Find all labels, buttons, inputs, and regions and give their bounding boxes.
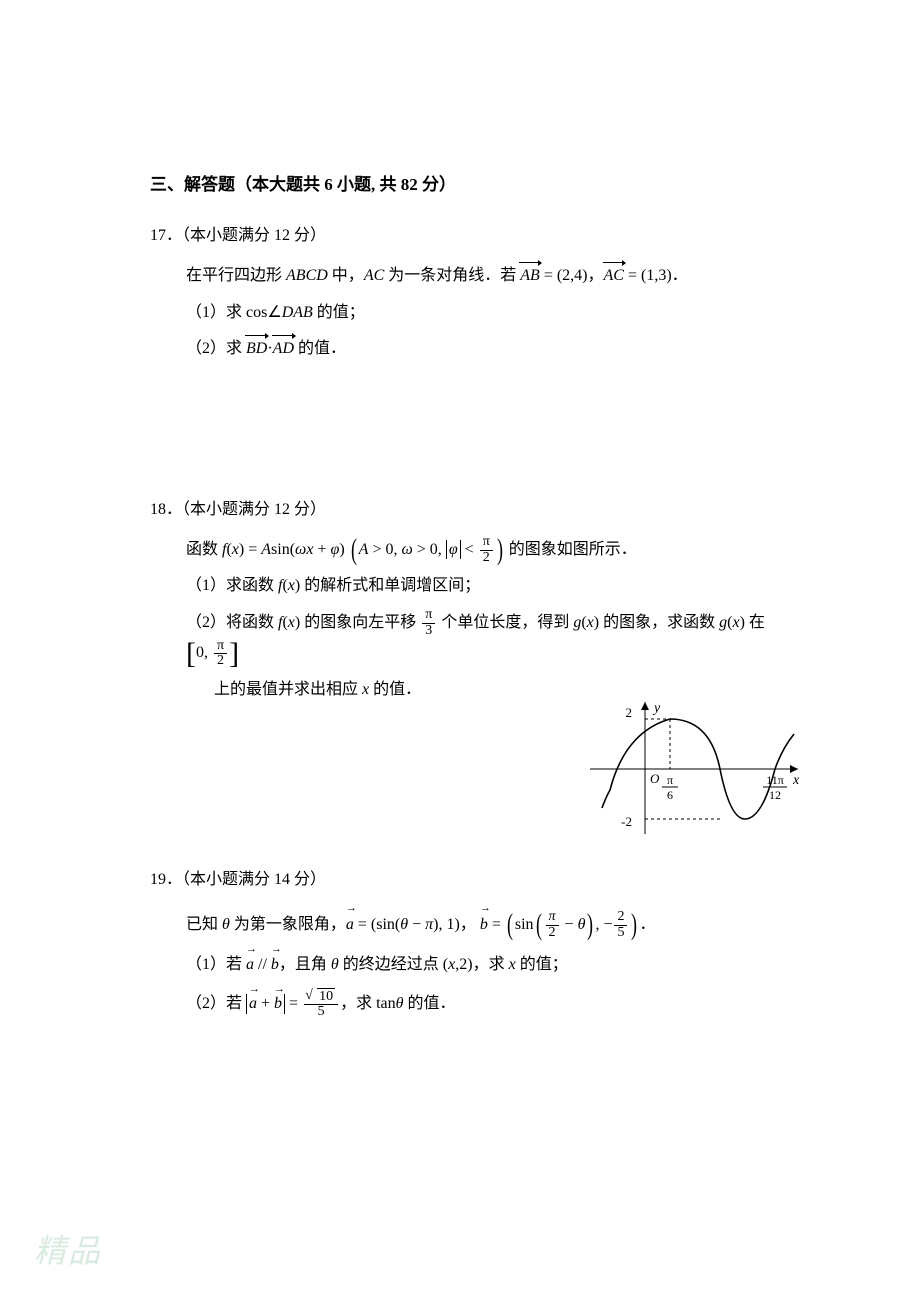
graph-label-neg2: -2: [621, 814, 632, 829]
q19-num: 19: [150, 871, 166, 888]
question-17: 17．（本小题满分 12 分） 在平行四边形 ABCD 中，AC 为一条对角线．…: [150, 221, 770, 365]
big-bracket-left: [: [186, 644, 196, 664]
vec-a: a: [346, 906, 354, 944]
vec-AC: AC: [604, 261, 624, 291]
sine-graph: 2 y -2 O x π 6 11π 12: [580, 694, 805, 844]
svg-text:11π: 11π: [766, 773, 784, 787]
q17-part1: （1）求 cos∠DAB 的值；: [186, 298, 770, 328]
big-bracket-right: ]: [229, 644, 239, 664]
section-title: 三、解答题（本大题共 6 小题, 共 82 分）: [150, 170, 770, 195]
q19-part2: （2）若 a + b = 105，求 tanθ 的值．: [186, 986, 770, 1021]
vec-BD: BD: [246, 334, 267, 364]
q19-part1: （1）若 a // b，且角 θ 的终边经过点 (x,2)，求 x 的值；: [186, 950, 770, 980]
graph-label-x: x: [792, 773, 800, 788]
q18-num: 18: [150, 501, 166, 518]
graph-label-y: y: [652, 701, 661, 716]
vec-b: b: [480, 906, 488, 944]
q19-head: 19．（本小题满分 14 分）: [150, 865, 770, 895]
page: 三、解答题（本大题共 6 小题, 共 82 分） 17．（本小题满分 12 分）…: [0, 0, 920, 1302]
svg-text:12: 12: [769, 788, 781, 802]
graph-label-O: O: [650, 771, 660, 786]
q18-line1: 函数 f(x) = Asin(ωx + φ) (A > 0, ω > 0, φ …: [186, 535, 770, 566]
watermark: 精品: [34, 1226, 102, 1272]
q17-head: 17．（本小题满分 12 分）: [150, 221, 770, 251]
q18-part2: （2）将函数 f(x) 的图象向左平移 π3 个单位长度，得到 g(x) 的图象…: [186, 608, 770, 669]
vec-AD: AD: [273, 334, 294, 364]
big-paren-right: ): [497, 540, 503, 560]
question-19: 19．（本小题满分 14 分） 已知 θ 为第一象限角，a = (sin(θ −…: [150, 865, 770, 1021]
q17-part2: （2）求 BD·AD 的值．: [186, 334, 770, 364]
q18-part1: （1）求函数 f(x) 的解析式和单调增区间；: [186, 571, 770, 601]
q18-head: 18．（本小题满分 12 分）: [150, 495, 770, 525]
svg-text:6: 6: [667, 788, 673, 802]
q17-line1: 在平行四边形 ABCD 中，AC 为一条对角线．若 AB = (2,4)，AC …: [186, 261, 770, 291]
big-paren-left: (: [351, 540, 357, 560]
graph-label-2: 2: [626, 705, 633, 720]
vec-AB: AB: [520, 261, 540, 291]
svg-text:π: π: [667, 773, 673, 787]
q17-head-tail: ．（本小题满分 12 分）: [166, 227, 326, 244]
question-18: 18．（本小题满分 12 分） 函数 f(x) = Asin(ωx + φ) (…: [150, 495, 770, 706]
q17-num: 17: [150, 227, 166, 244]
